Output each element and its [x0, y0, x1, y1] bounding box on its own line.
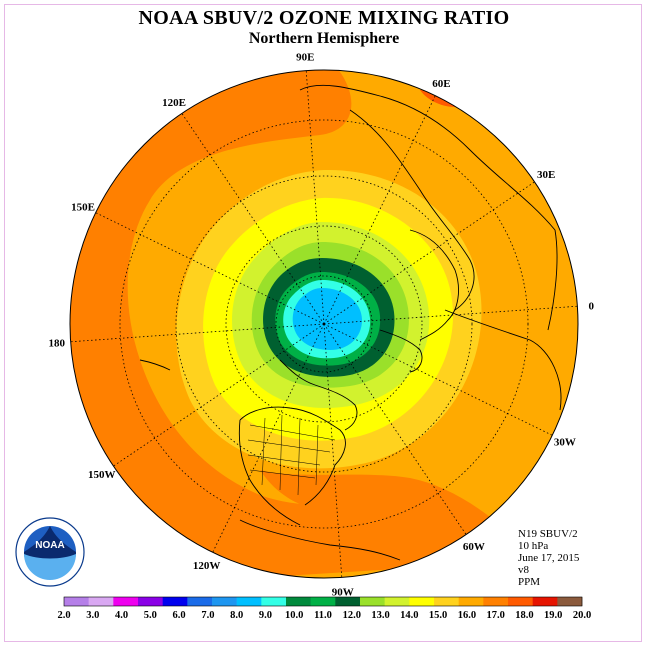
- colorbar-swatch: [64, 597, 89, 606]
- colorbar-label: 3.0: [86, 610, 99, 621]
- us-state-lines: [247, 414, 336, 496]
- map-subtitle: Northern Hemisphere: [248, 30, 400, 47]
- info-version: v8: [518, 564, 529, 576]
- longitude-label: 120E: [162, 97, 186, 109]
- map-title: NOAA SBUV/2 OZONE MIXING RATIO: [138, 7, 510, 29]
- colorbar-label: 4.0: [115, 610, 128, 621]
- colorbar-label: 5.0: [144, 610, 157, 621]
- colorbar-swatch: [532, 597, 558, 606]
- colorbar-swatch: [113, 597, 139, 606]
- colorbar-swatch: [458, 597, 484, 606]
- coastlines: [139, 84, 562, 561]
- noaa-logo: NOAA: [15, 517, 85, 587]
- colorbar-label: 6.0: [173, 610, 186, 621]
- colorbar-swatch: [261, 597, 287, 606]
- colorbar-label: 7.0: [201, 610, 214, 621]
- colorbar-border: [63, 596, 583, 607]
- info-pressure: 10 hPa: [518, 540, 549, 552]
- colorbar-label: 11.0: [314, 610, 332, 621]
- ozone-field: [70, 70, 578, 578]
- longitude-label: 90W: [332, 586, 354, 598]
- colorbar-swatch: [434, 597, 459, 606]
- colorbar-swatch: [508, 597, 533, 606]
- latitude-circles: [119, 119, 529, 529]
- longitude-label: 90E: [296, 52, 314, 64]
- colorbar-label: 17.0: [487, 610, 505, 621]
- colorbar-swatch: [187, 597, 213, 606]
- colorbar-swatch: [483, 597, 509, 606]
- colorbar: 2.0 3.0 4.0 5.0 6.0 7.0 8.0 9.0 10.0 11.0 12.0 13.0…: [57, 596, 591, 621]
- longitude-label: 150W: [88, 469, 116, 481]
- colorbar-swatch: [88, 597, 114, 606]
- noaa-logo-text: NOAA: [35, 540, 64, 551]
- colorbar-label: 10.0: [285, 610, 303, 621]
- colorbar-label: 8.0: [230, 610, 243, 621]
- longitude-label: 120W: [193, 560, 221, 572]
- colorbar-label: 14.0: [400, 610, 418, 621]
- colorbar-label: 2.0: [57, 610, 70, 621]
- longitude-label: 150E: [71, 202, 95, 214]
- colorbar-swatch: [162, 597, 188, 606]
- colorbar-swatch: [384, 597, 410, 606]
- colorbar-label: 20.0: [573, 610, 591, 621]
- colorbar-label: 19.0: [544, 610, 562, 621]
- colorbar-label: 15.0: [429, 610, 447, 621]
- colorbar-label: 16.0: [458, 610, 476, 621]
- colorbar-swatch: [286, 597, 311, 606]
- colorbar-swatch: [360, 597, 385, 606]
- colorbar-swatch: [236, 597, 262, 606]
- longitude-label: 30E: [537, 169, 555, 181]
- longitude-label: 180: [48, 338, 65, 350]
- info-satellite: N19 SBUV/2: [518, 528, 578, 540]
- hemisphere-outline: [69, 69, 579, 579]
- colorbar-label: 12.0: [343, 610, 361, 621]
- longitude-labels: 90E 60E 30E 0 30W 60W 90W 120W 150W 180 150E 120E: [48, 52, 594, 599]
- colorbar-label: 13.0: [371, 610, 389, 621]
- colorbar-swatch: [310, 597, 336, 606]
- colorbar-swatch: [409, 597, 435, 606]
- longitude-label: 30W: [554, 436, 576, 448]
- info-date: June 17, 2015: [518, 552, 580, 564]
- colorbar-swatch: [212, 597, 237, 606]
- colorbar-swatch: [138, 597, 163, 606]
- info-units: PPM: [518, 576, 541, 588]
- longitude-label: 60E: [432, 78, 450, 90]
- colorbar-swatch: [335, 597, 361, 606]
- page-frame: [4, 4, 642, 642]
- colorbar-swatch: [557, 597, 583, 606]
- colorbar-label: 9.0: [259, 610, 272, 621]
- longitude-label: 0: [589, 300, 595, 312]
- colorbar-label: 18.0: [515, 610, 533, 621]
- longitude-label: 60W: [463, 541, 485, 553]
